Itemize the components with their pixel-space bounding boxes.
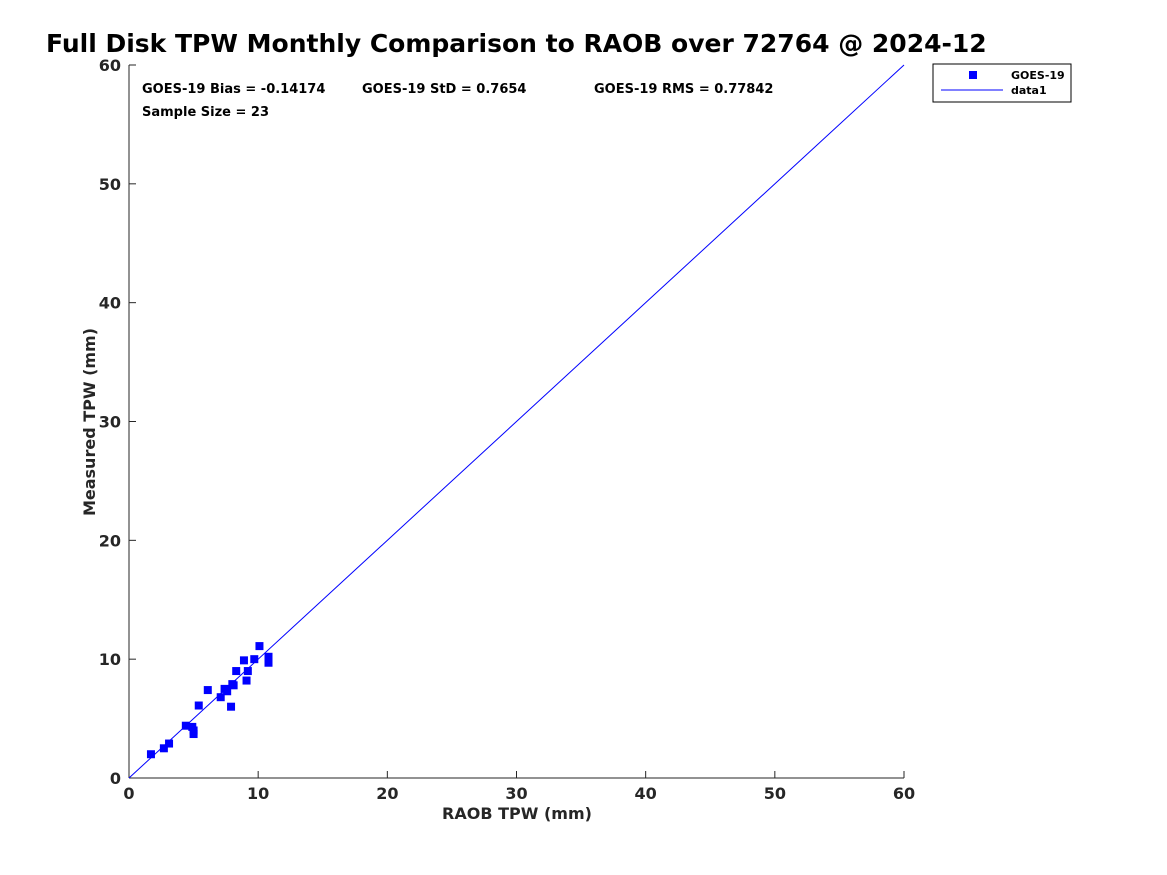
scatter-point <box>165 739 174 748</box>
y-tick-label: 40 <box>99 294 121 313</box>
y-tick-label: 20 <box>99 531 121 550</box>
x-tick-label: 50 <box>764 784 786 803</box>
x-tick-label: 0 <box>123 784 134 803</box>
y-tick-label: 0 <box>110 769 121 788</box>
scatter-point <box>216 693 225 702</box>
legend-box <box>932 63 1072 103</box>
y-tick-label: 30 <box>99 413 121 432</box>
scatter-point <box>189 726 198 735</box>
chart-title: Full Disk TPW Monthly Comparison to RAOB… <box>46 29 987 58</box>
rms-annotation: GOES-19 RMS = 0.77842 <box>594 82 773 97</box>
scatter-point <box>159 744 168 753</box>
legend-label-data1: data1 <box>1011 84 1047 97</box>
scatter-point <box>255 642 264 651</box>
legend: GOES-19 data1 <box>932 63 1072 103</box>
x-tick-label: 30 <box>505 784 527 803</box>
x-tick-label: 20 <box>376 784 398 803</box>
scatter-point <box>232 667 241 676</box>
x-axis-label: RAOB TPW (mm) <box>442 804 592 823</box>
y-tick-label: 10 <box>99 650 121 669</box>
legend-label-goes19: GOES-19 <box>1011 69 1065 82</box>
x-tick-label: 40 <box>635 784 657 803</box>
scatter-point <box>203 686 212 695</box>
scatter-point <box>194 701 203 710</box>
x-tick-label: 10 <box>247 784 269 803</box>
scatter-point <box>227 702 236 711</box>
std-annotation: GOES-19 StD = 0.7654 <box>362 82 526 97</box>
scatter-point <box>181 721 190 730</box>
scatter-point <box>229 681 238 690</box>
scatter-point <box>146 750 155 759</box>
y-axis-label: Measured TPW (mm) <box>80 328 99 516</box>
scatter-point <box>264 652 273 661</box>
sample-size-annotation: Sample Size = 23 <box>142 105 269 120</box>
scatter-point <box>243 667 252 676</box>
scatter-point <box>239 656 248 665</box>
x-tick-label: 60 <box>893 784 915 803</box>
scatter-point <box>242 676 251 685</box>
scatter-point <box>250 655 259 664</box>
bias-annotation: GOES-19 Bias = -0.14174 <box>142 82 325 97</box>
y-tick-label: 50 <box>99 175 121 194</box>
scatter-point <box>264 658 273 667</box>
legend-marker-goes19 <box>969 71 977 79</box>
scatter-point <box>223 687 232 696</box>
y-tick-label: 60 <box>99 56 121 75</box>
plot-area: 0 10 20 30 40 50 60 0 10 20 30 40 50 60 <box>99 56 915 803</box>
